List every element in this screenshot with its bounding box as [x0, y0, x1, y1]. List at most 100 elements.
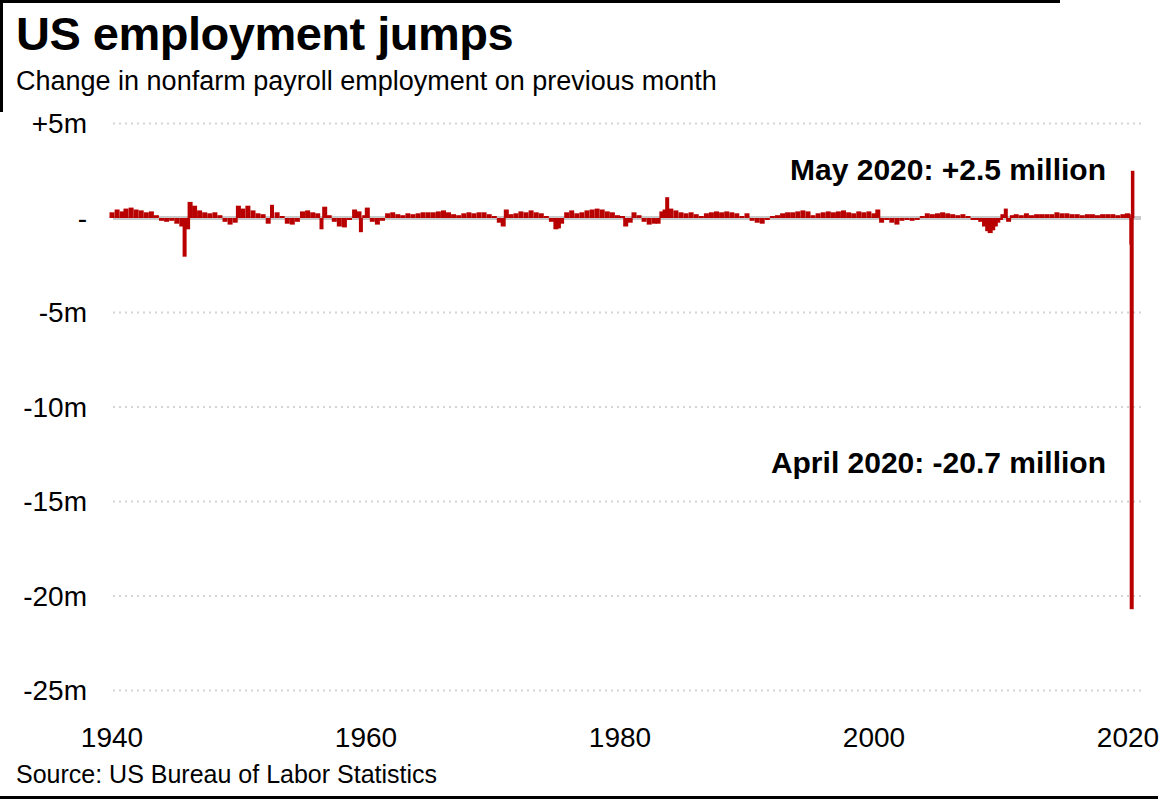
bar	[154, 215, 159, 218]
bar	[1054, 212, 1059, 218]
bar	[549, 218, 554, 222]
bar	[1100, 214, 1105, 218]
bar	[431, 212, 436, 218]
bar	[724, 211, 729, 218]
bar	[739, 216, 744, 218]
bar	[332, 218, 337, 222]
frame-top-rule	[0, 0, 1060, 3]
bar	[1034, 214, 1039, 218]
bar	[966, 216, 971, 218]
bar	[357, 211, 362, 218]
bar	[487, 214, 492, 218]
bar	[501, 218, 506, 227]
bar	[197, 210, 202, 218]
bar	[217, 215, 222, 218]
bar	[816, 213, 821, 218]
bar	[673, 210, 678, 218]
bar	[1049, 214, 1054, 218]
bar	[426, 212, 431, 218]
bar	[564, 212, 569, 218]
bar	[620, 216, 625, 218]
bar	[811, 215, 816, 218]
bar	[129, 208, 134, 218]
bar	[508, 214, 513, 218]
chart-canvas: +5m--5m-10m-15m-20m-25m19401960198020002…	[0, 0, 1168, 802]
bar	[826, 211, 831, 218]
bar	[1004, 209, 1008, 218]
bar	[632, 212, 637, 218]
bar	[446, 212, 451, 218]
bar	[405, 213, 410, 218]
bar	[1095, 215, 1100, 218]
bar	[745, 213, 750, 218]
bar	[310, 212, 315, 218]
bar	[628, 218, 633, 223]
y-axis-tick-label: -5m	[39, 297, 87, 328]
bar	[1075, 214, 1080, 218]
bar	[1070, 214, 1075, 218]
bar	[124, 209, 129, 218]
bar	[539, 213, 544, 218]
bar	[785, 212, 790, 218]
bar	[861, 212, 866, 218]
y-axis-tick-label: -	[78, 203, 87, 234]
bar	[482, 212, 487, 218]
bar	[115, 210, 120, 219]
bar	[780, 213, 785, 218]
bar	[875, 210, 880, 219]
bar	[920, 216, 925, 218]
bar	[261, 214, 266, 218]
bar	[1039, 214, 1044, 218]
bar	[775, 215, 780, 218]
bar	[245, 206, 250, 218]
bar	[144, 212, 149, 218]
bar	[411, 214, 416, 218]
bar	[223, 218, 228, 222]
bar	[327, 215, 332, 218]
bar	[656, 218, 661, 224]
bar	[910, 218, 915, 221]
bar	[212, 212, 217, 218]
bar	[647, 218, 652, 225]
bar	[600, 210, 605, 219]
bar	[889, 218, 894, 223]
bar	[1130, 218, 1134, 609]
bar	[461, 213, 466, 218]
bar	[806, 211, 811, 218]
bar	[280, 216, 285, 218]
bar	[342, 218, 347, 227]
bar	[380, 218, 385, 221]
bar	[149, 211, 154, 218]
bar	[207, 213, 212, 218]
bar	[1006, 218, 1011, 222]
bar	[851, 213, 856, 218]
bar	[322, 207, 327, 218]
bar	[1120, 214, 1125, 218]
bar	[315, 213, 320, 218]
bar	[668, 209, 673, 218]
source-credit: Source: US Bureau of Labor Statistics	[16, 760, 437, 789]
bar	[559, 218, 564, 224]
bar	[139, 210, 144, 218]
bar	[185, 218, 190, 229]
bar	[915, 218, 920, 220]
bar	[945, 213, 950, 218]
bar	[370, 218, 375, 222]
bar	[866, 211, 871, 218]
bar	[831, 212, 836, 218]
x-axis-tick-label: 1980	[589, 722, 651, 753]
bar	[595, 209, 600, 218]
bar	[925, 213, 930, 218]
bar	[275, 212, 280, 218]
bar	[846, 212, 851, 218]
bar	[1105, 214, 1110, 218]
bar	[1014, 214, 1019, 218]
bar	[347, 218, 352, 220]
bar	[1090, 214, 1095, 218]
bar	[615, 215, 620, 218]
bar	[492, 216, 497, 218]
x-axis-tick-label: 1960	[335, 722, 397, 753]
bar	[202, 212, 207, 218]
bar	[256, 213, 261, 218]
bar	[134, 210, 139, 219]
